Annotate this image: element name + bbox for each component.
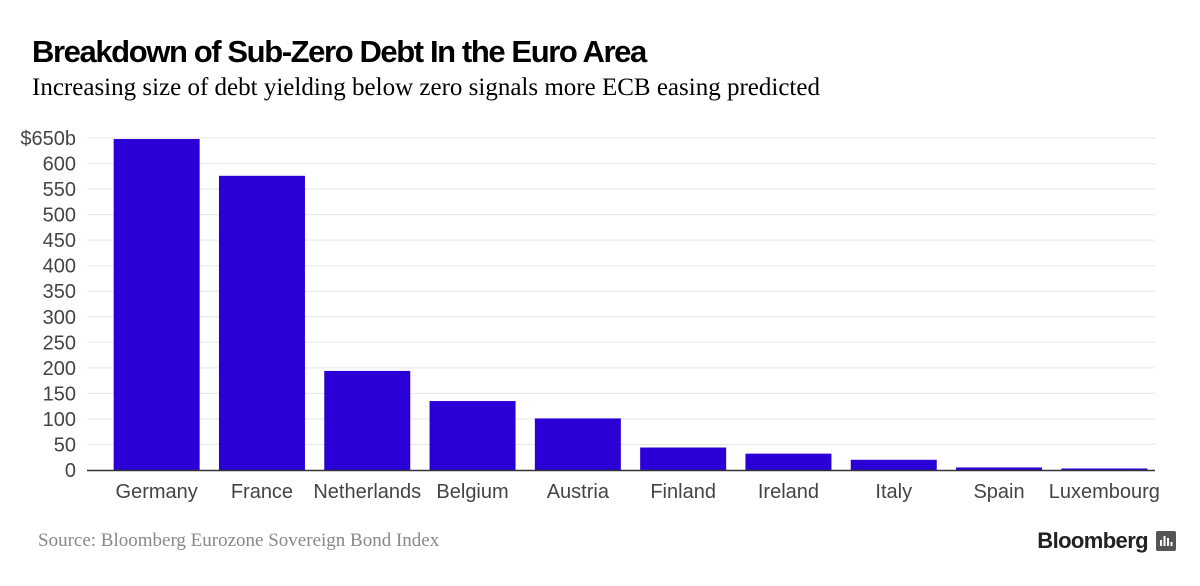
- bar-germany: [113, 139, 200, 470]
- y-tick-label: $650b: [20, 128, 76, 150]
- y-tick-label: 100: [43, 409, 76, 431]
- x-tick-label: Belgium: [436, 481, 508, 503]
- x-tick-label: Germany: [116, 481, 198, 503]
- bar-chart: 0 50 100 150 200 250 300 350 400 450 500 550 600 $650…: [20, 128, 1160, 503]
- source-note: Source: Bloomberg Eurozone Sovereign Bon…: [38, 530, 440, 551]
- y-tick-label: 600: [43, 154, 76, 176]
- brand-name: Bloomberg: [1037, 528, 1148, 553]
- y-tick-label: 150: [43, 383, 76, 405]
- x-tick-label: France: [231, 481, 293, 503]
- bar-austria: [534, 418, 621, 470]
- y-tick-label: 250: [43, 332, 76, 354]
- y-tick-label: 50: [54, 434, 76, 456]
- x-tick-label: Luxembourg: [1049, 481, 1160, 503]
- y-tick-label: 200: [43, 358, 76, 380]
- x-tick-label: Italy: [875, 481, 912, 503]
- x-tick-label: Netherlands: [313, 481, 421, 503]
- y-tick-label: 450: [43, 230, 76, 252]
- bar-netherlands: [324, 370, 411, 470]
- y-tick-label: 300: [43, 307, 76, 329]
- bar-france: [218, 175, 305, 470]
- y-tick-label: 400: [43, 256, 76, 278]
- x-tick-label: Ireland: [758, 481, 819, 503]
- bar-luxembourg: [1061, 468, 1148, 470]
- chart-title: Breakdown of Sub-Zero Debt In the Euro A…: [32, 34, 647, 69]
- bloomberg-terminal-icon: [1156, 531, 1176, 551]
- bar-italy: [850, 459, 937, 470]
- brand-logo: Bloomberg: [1037, 528, 1176, 554]
- bar-spain: [956, 467, 1043, 470]
- bar-finland: [640, 447, 727, 470]
- bars: [113, 139, 1148, 470]
- x-tick-label: Austria: [547, 481, 610, 503]
- bar-belgium: [429, 401, 516, 470]
- x-tick-label: Finland: [650, 481, 716, 503]
- y-tick-label: 500: [43, 205, 76, 227]
- bar-ireland: [745, 453, 832, 470]
- chart-subtitle: Increasing size of debt yielding below z…: [32, 74, 820, 101]
- y-tick-label: 0: [65, 460, 76, 482]
- tick-labels: 0 50 100 150 200 250 300 350 400 450 500 550 600 $650…: [20, 128, 1160, 503]
- x-tick-label: Spain: [973, 481, 1024, 503]
- y-tick-label: 350: [43, 281, 76, 303]
- y-tick-label: 550: [43, 179, 76, 201]
